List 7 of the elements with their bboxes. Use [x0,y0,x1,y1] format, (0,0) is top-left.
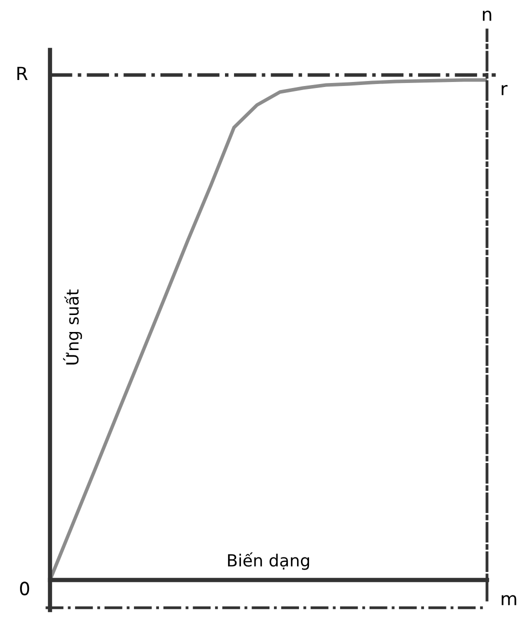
x-axis-title: Biến dạng [228,552,310,570]
text: m [502,595,516,606]
text: n [482,10,492,21]
ref-line-label: R [17,66,28,80]
y-axis-title: Ứng suất [63,290,82,364]
text: r [502,85,508,96]
text: 0 [20,582,30,596]
